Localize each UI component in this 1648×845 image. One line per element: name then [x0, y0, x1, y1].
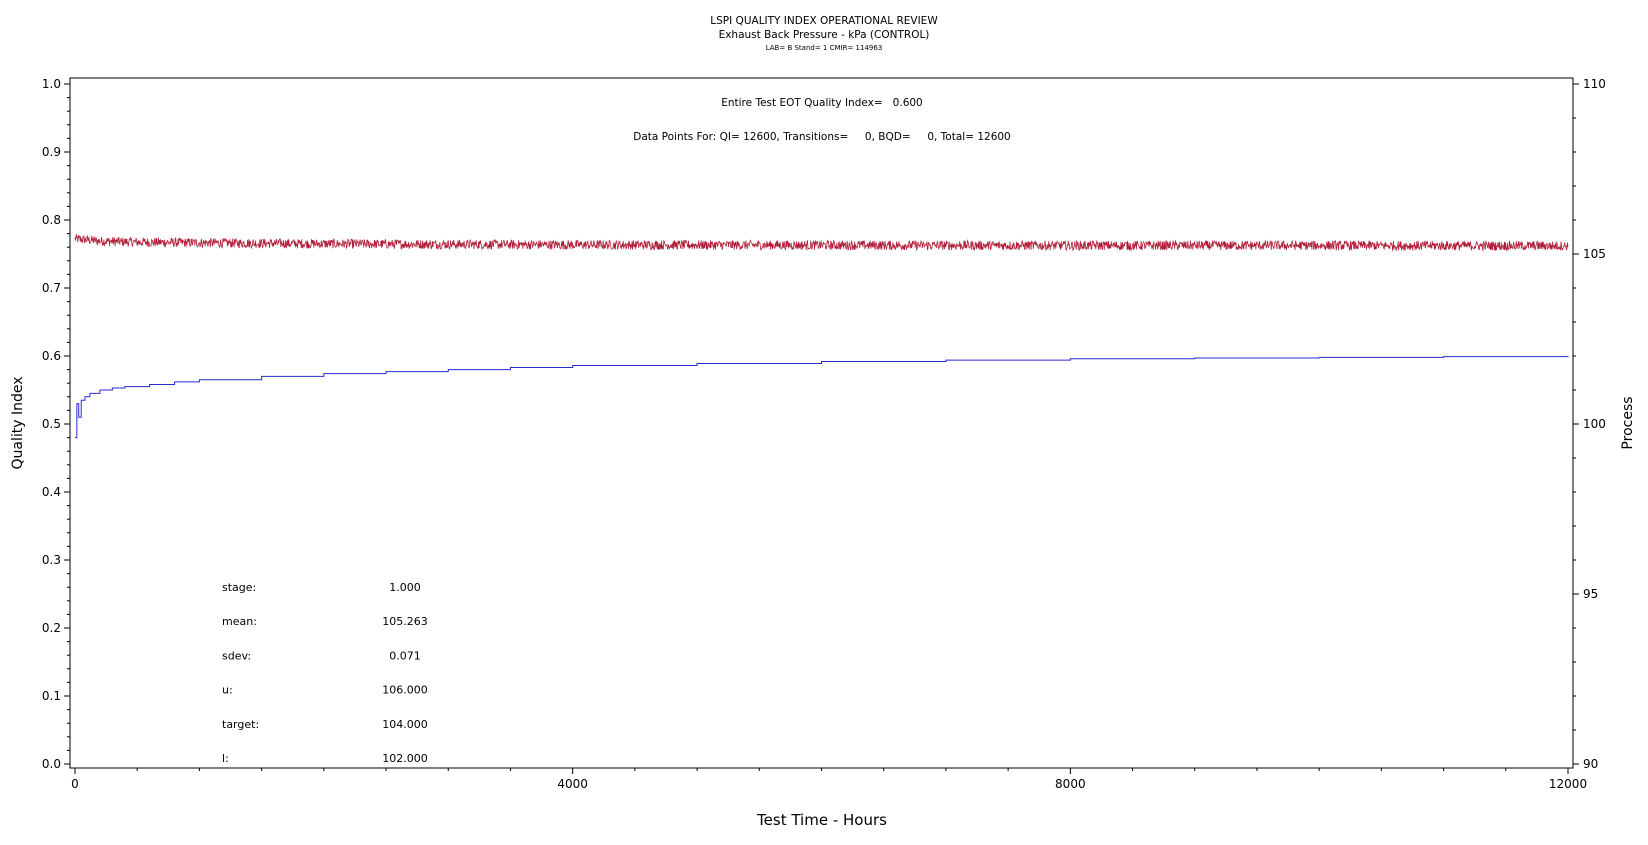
stat-value: 105.263 [382, 615, 428, 628]
stat-value: 102.000 [382, 752, 428, 765]
y-tick-label: 0.4 [42, 485, 61, 499]
y-tick-label: 0.5 [42, 417, 61, 431]
y2-tick-label: 100 [1583, 417, 1606, 431]
chart-subtitle: Exhaust Back Pressure - kPa (CONTROL) [718, 29, 930, 41]
y2-tick-label: 110 [1583, 77, 1606, 91]
stat-label: sdev: [222, 649, 251, 662]
stat-label: stage: [222, 581, 256, 594]
y-tick-label: 0.6 [42, 349, 61, 363]
process-series-line [74, 234, 1569, 252]
quality-index-series-line [75, 356, 1569, 439]
x-tick-label: 12000 [1549, 777, 1587, 791]
eot-quality-index-text: Entire Test EOT Quality Index= 0.600 [721, 97, 923, 109]
axes: 0.0 0.1 0.2 0.3 0.4 0.5 0.6 0.7 0.8 0.9 1.0 90 95 100… [42, 77, 1606, 791]
y-tick-label: 0.2 [42, 621, 61, 635]
x-tick-label: 8000 [1055, 777, 1086, 791]
y-tick-label: 0.1 [42, 689, 61, 703]
y-tick-label: 0.3 [42, 553, 61, 567]
stat-value: 104.000 [382, 718, 428, 731]
stat-label: u: [222, 684, 233, 697]
data-points-text: Data Points For: QI= 12600, Transitions=… [633, 131, 1011, 143]
y-tick-label: 0.8 [42, 213, 61, 227]
stats-block: stage: 1.000 mean: 105.263 sdev: 0.071 u: 106.0… [222, 581, 428, 765]
y-tick-label: 0.0 [42, 757, 61, 771]
x-axis-label: Test Time - Hours [756, 811, 887, 829]
y2-tick-label: 95 [1583, 587, 1598, 601]
y2-axis-label: Process [1620, 396, 1636, 449]
y2-tick-label: 105 [1583, 247, 1606, 261]
stat-value: 106.000 [382, 684, 428, 697]
series-group [74, 234, 1569, 439]
y-tick-label: 0.7 [42, 281, 61, 295]
x-tick-label: 0 [71, 777, 79, 791]
chart-title: LSPI QUALITY INDEX OPERATIONAL REVIEW [710, 15, 938, 27]
x-tick-label: 4000 [557, 777, 588, 791]
y-axis-label: Quality Index [10, 376, 26, 469]
stat-value: 0.071 [389, 649, 421, 662]
y-tick-label: 1.0 [42, 77, 61, 91]
plot-frame [69, 77, 1574, 769]
y2-tick-label: 90 [1583, 757, 1598, 771]
stat-value: 1.000 [389, 581, 421, 594]
stat-label: mean: [222, 615, 257, 628]
stat-label: l: [222, 752, 229, 765]
chart-info-line: LAB= B Stand= 1 CMIR= 114963 [765, 44, 883, 52]
y-tick-label: 0.9 [42, 145, 61, 159]
stat-label: target: [222, 718, 259, 731]
